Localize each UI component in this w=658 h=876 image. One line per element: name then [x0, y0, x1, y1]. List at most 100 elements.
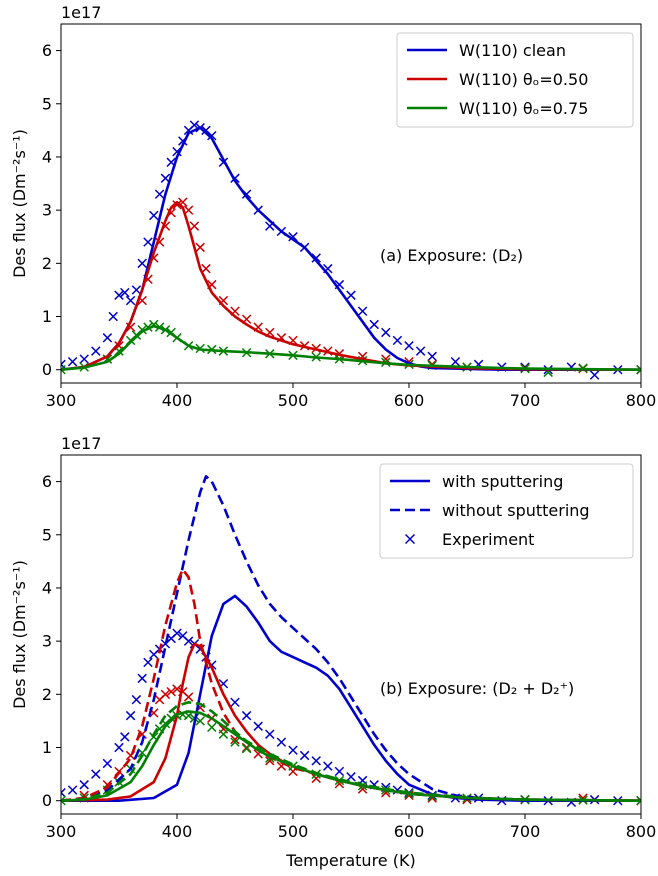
data-point — [346, 772, 356, 782]
data-point — [137, 673, 147, 684]
legend-label: W(110) clean — [459, 41, 566, 60]
data-point — [143, 657, 153, 668]
y-tick-label: 5 — [42, 525, 52, 544]
data-point — [241, 710, 252, 721]
data-point — [166, 713, 176, 723]
data-point — [61, 364, 66, 375]
y-tick-label: 2 — [42, 254, 52, 273]
data-point — [149, 210, 159, 221]
legend-marker — [404, 533, 416, 545]
legend-label: Experiment — [442, 530, 534, 549]
data-point — [166, 686, 176, 697]
blue-experiment-series — [61, 628, 641, 808]
plot-area — [61, 475, 641, 808]
data-point — [114, 346, 124, 356]
panel-annotation: (b) Exposure: (D₂ + D₂⁺) — [380, 679, 574, 698]
panel-annotation: (a) Exposure: (D₂) — [380, 246, 523, 265]
data-point — [381, 327, 391, 338]
data-point — [120, 287, 130, 298]
x-tick-label: 700 — [510, 391, 541, 410]
data-point — [114, 290, 124, 300]
x-tick-label: 500 — [278, 822, 309, 841]
x-tick-label: 800 — [626, 822, 657, 841]
data-point — [91, 769, 101, 779]
legend-box — [379, 463, 634, 559]
data-point — [79, 354, 89, 364]
data-point — [311, 756, 321, 766]
axes-frame — [60, 23, 642, 384]
legend: with sputtering without sputtering Experim… — [379, 463, 634, 559]
legend-entry: with sputtering — [390, 472, 563, 491]
legend-label: W(110) θₒ=0.50 — [459, 70, 588, 89]
data-point — [241, 743, 252, 754]
y-axis-label: Des flux (Dm⁻²s⁻¹) — [10, 560, 29, 709]
bottom-panel: 300 400 500 600 700 800 0 1 2 3 4 5 6 1e17 Des flux (D… — [10, 434, 656, 870]
red-solid-series-line — [61, 200, 641, 371]
plot-area — [61, 120, 641, 380]
data-point — [61, 795, 66, 806]
data-point — [201, 263, 211, 274]
x-tick-label: 400 — [162, 822, 193, 841]
y-offset-label: 1e17 — [61, 3, 101, 22]
x-tick-label: 600 — [394, 391, 425, 410]
y-tick-label: 1 — [42, 738, 52, 757]
data-point — [276, 737, 287, 747]
data-point — [102, 758, 113, 769]
data-point — [195, 716, 205, 726]
data-point — [183, 636, 194, 646]
data-point — [172, 200, 182, 210]
data-point — [183, 692, 194, 702]
legend-entry: W(110) clean — [407, 41, 566, 60]
data-point — [114, 742, 124, 753]
x-tick-label: 700 — [510, 822, 541, 841]
data-point — [125, 295, 136, 306]
data-point — [334, 766, 345, 777]
x-tick-label: 800 — [626, 391, 657, 410]
data-point — [265, 729, 275, 739]
data-point — [137, 258, 147, 269]
x-tick-label: 400 — [162, 391, 193, 410]
legend-entry: W(110) θₒ=0.75 — [407, 99, 588, 118]
blue-solid-series-line — [61, 126, 641, 371]
legend-box — [396, 32, 634, 128]
data-point — [589, 370, 600, 380]
y-tick-label: 6 — [42, 472, 52, 491]
data-point — [323, 761, 333, 771]
y-tick-label: 3 — [42, 201, 52, 220]
legend-label: W(110) θₒ=0.75 — [459, 99, 588, 118]
data-point — [207, 130, 217, 141]
y-tick-label: 4 — [42, 578, 52, 597]
red-dashed-series-line — [61, 568, 641, 802]
data-point — [160, 689, 171, 700]
y-tick-label: 6 — [42, 41, 52, 60]
data-point — [189, 221, 200, 231]
data-point — [369, 319, 379, 330]
data-point — [311, 253, 321, 263]
data-point — [288, 232, 298, 242]
data-point — [636, 364, 641, 375]
data-point — [61, 787, 66, 798]
data-point — [253, 721, 263, 731]
data-point — [131, 694, 142, 705]
y-tick-label: 0 — [42, 791, 52, 810]
data-point — [154, 189, 165, 199]
data-point — [108, 311, 118, 322]
legend-entry: W(110) θₒ=0.50 — [407, 70, 588, 89]
data-point — [131, 285, 142, 295]
legend-entry: without sputtering — [390, 501, 590, 520]
data-point — [172, 684, 182, 694]
data-point — [230, 697, 240, 708]
data-point — [636, 795, 641, 806]
y-tick-label: 3 — [42, 632, 52, 651]
data-point — [299, 750, 310, 761]
x-tick-label: 600 — [394, 822, 425, 841]
x-tick-label: 300 — [46, 391, 77, 410]
data-point — [288, 745, 298, 755]
blue-dashed-series-line — [61, 475, 641, 802]
data-point — [125, 710, 136, 721]
y-tick-label: 1 — [42, 307, 52, 326]
legend-label: without sputtering — [442, 501, 590, 520]
data-point — [120, 732, 130, 742]
axes-frame — [60, 454, 642, 815]
